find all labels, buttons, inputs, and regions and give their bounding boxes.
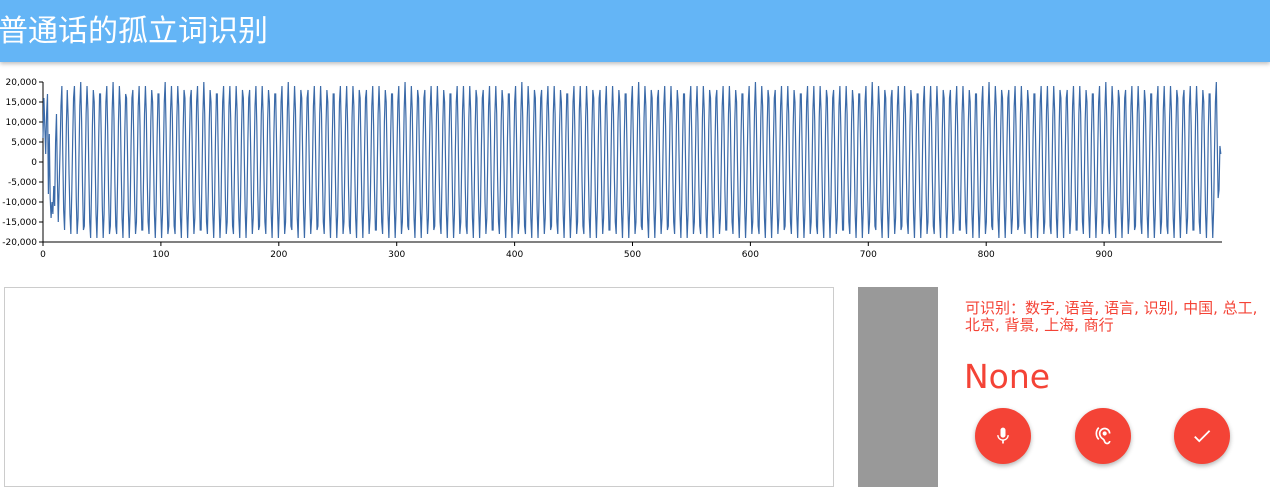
record-button[interactable] [975, 408, 1031, 464]
y-axis: 20,000 15,000 10,000 5,000 0 -5,000 -10,000 -15… [2, 78, 44, 248]
x-axis: 0 100 200 300 400 500 600 700 800 900 [40, 241, 1222, 260]
y-tick-label: 10,000 [6, 118, 38, 128]
app-bar: 普通话的孤立词识别 [0, 0, 1270, 62]
app-title: 普通话的孤立词识别 [0, 14, 268, 49]
x-tick-label: 200 [270, 250, 287, 260]
y-tick-label: -15,000 [2, 218, 37, 228]
y-tick-label: 0 [31, 158, 37, 168]
level-meter [858, 287, 938, 487]
x-tick-label: 500 [624, 250, 641, 260]
x-tick-label: 400 [506, 250, 523, 260]
x-tick-label: 800 [978, 250, 995, 260]
x-tick-label: 300 [388, 250, 405, 260]
waveform-line [42, 81, 1222, 239]
confirm-button[interactable] [1174, 408, 1230, 464]
x-tick-label: 0 [40, 250, 46, 260]
recognition-result: None [964, 357, 1051, 396]
y-tick-label: -5,000 [8, 178, 37, 188]
waveform-chart: 20,000 15,000 10,000 5,000 0 -5,000 -10,000 -15… [0, 68, 1270, 268]
x-tick-label: 900 [1096, 250, 1113, 260]
x-tick-label: 700 [860, 250, 877, 260]
y-tick-label: 20,000 [6, 78, 38, 88]
microphone-icon [993, 426, 1013, 446]
x-tick-label: 100 [152, 250, 169, 260]
x-tick-label: 600 [742, 250, 759, 260]
hearing-icon [1093, 426, 1113, 446]
y-tick-label: 5,000 [11, 138, 37, 148]
output-box[interactable] [4, 287, 834, 487]
y-tick-label: -10,000 [2, 198, 37, 208]
y-tick-label: 15,000 [6, 98, 38, 108]
waveform-svg: 20,000 15,000 10,000 5,000 0 -5,000 -10,000 -15… [2, 78, 1222, 260]
y-tick-label: -20,000 [2, 238, 37, 248]
check-icon [1191, 425, 1213, 447]
listen-button[interactable] [1075, 408, 1131, 464]
vocabulary-text: 可识别：数字, 语音, 语言, 识别, 中国, 总工, 北京, 背景, 上海, … [965, 299, 1258, 334]
